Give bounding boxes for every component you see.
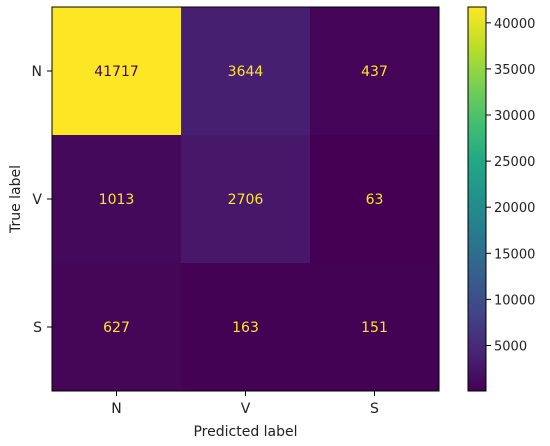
y-axis-label: True label <box>8 165 24 234</box>
y-axis-ticks: N V S <box>32 64 52 336</box>
cell-value-label: 1013 <box>99 192 135 208</box>
cell-value-label: 627 <box>103 320 130 336</box>
heatmap-cells: 41717 3644 437 1013 2706 63 627 163 151 <box>52 7 439 391</box>
cell-value-label: 3644 <box>228 64 264 80</box>
y-tick-label: V <box>32 192 42 208</box>
cell-value-label: 163 <box>232 320 259 336</box>
colorbar-tick-label: 25000 <box>494 155 535 170</box>
colorbar-tick-label: 35000 <box>494 63 535 78</box>
colorbar-tick-label: 20000 <box>494 201 535 216</box>
x-tick-label: V <box>241 401 251 417</box>
colorbar-tick-label: 30000 <box>494 109 535 124</box>
colorbar-tick-label: 10000 <box>494 293 535 308</box>
heatmap-cell <box>181 263 310 391</box>
heatmap-cell <box>181 7 310 135</box>
heatmap-cell <box>181 135 310 263</box>
colorbar-tick-label: 15000 <box>494 247 535 262</box>
cell-value-label: 437 <box>361 64 388 80</box>
colorbar-tick-label: 5000 <box>494 339 527 354</box>
y-tick-label: S <box>33 320 42 336</box>
heatmap-cell <box>310 7 439 135</box>
colorbar <box>467 6 487 392</box>
x-axis-label: Predicted label <box>193 424 297 440</box>
colorbar-tick-label: 40000 <box>494 17 535 32</box>
colorbar-ticks: 5000 10000 15000 20000 25000 30000 35000 40000 <box>486 17 535 354</box>
heatmap-cell <box>310 263 439 391</box>
heatmap-cell <box>52 135 181 263</box>
cell-value-label: 151 <box>361 320 388 336</box>
heatmap-cell <box>52 7 181 135</box>
cell-value-label: 2706 <box>228 192 264 208</box>
heatmap-cell <box>52 263 181 391</box>
x-tick-label: N <box>111 401 121 417</box>
cell-value-label: 41717 <box>94 64 139 80</box>
heatmap-cell <box>310 135 439 263</box>
cell-value-label: 63 <box>366 192 384 208</box>
y-tick-label: N <box>32 64 42 80</box>
x-tick-label: S <box>370 401 379 417</box>
